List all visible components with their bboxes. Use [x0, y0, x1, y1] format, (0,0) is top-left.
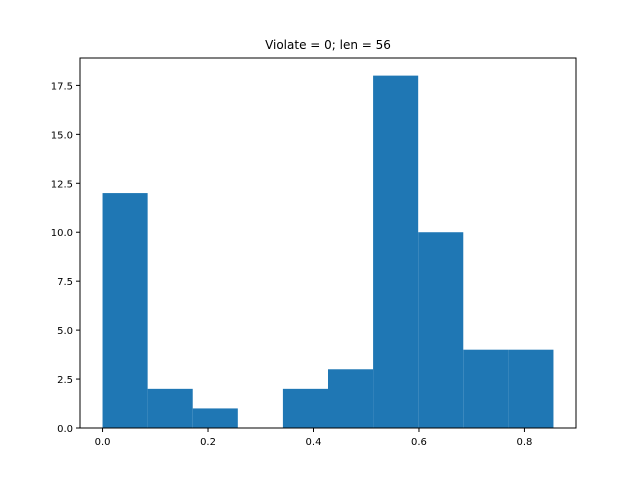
histogram-bar — [328, 369, 374, 428]
x-tick-label: 0.6 — [411, 437, 427, 448]
bars-group — [102, 75, 554, 428]
y-tick-label: 2.5 — [57, 375, 73, 386]
histogram-bar — [418, 232, 464, 428]
y-tick-label: 12.5 — [51, 179, 73, 190]
y-tick-label: 17.5 — [51, 81, 73, 92]
y-tick-label: 10.0 — [51, 228, 73, 239]
x-tick-label: 0.0 — [95, 437, 111, 448]
x-tick-label: 0.4 — [306, 437, 322, 448]
histogram-bar — [508, 349, 554, 428]
histogram-bar — [373, 75, 419, 428]
histogram-bar — [192, 408, 238, 428]
x-tick-label: 0.2 — [200, 437, 216, 448]
x-axis: 0.0 0.2 0.4 0.6 0.8 — [95, 428, 532, 448]
histogram-bar — [463, 349, 509, 428]
histogram-bar — [147, 388, 193, 428]
y-tick-label: 7.5 — [57, 277, 73, 288]
x-tick-label: 0.8 — [516, 437, 532, 448]
plot-frame — [79, 57, 577, 429]
y-tick-label: 5.0 — [57, 326, 73, 337]
chart-title: Violate = 0; len = 56 — [265, 38, 391, 52]
y-tick-label: 15.0 — [51, 130, 73, 141]
y-tick-label: 0.0 — [57, 424, 73, 435]
histogram-bar — [282, 388, 328, 428]
y-axis: 0.0 2.5 5.0 7.5 10.0 12.5 15.0 17.5 — [51, 81, 80, 435]
histogram-bar — [102, 193, 148, 428]
